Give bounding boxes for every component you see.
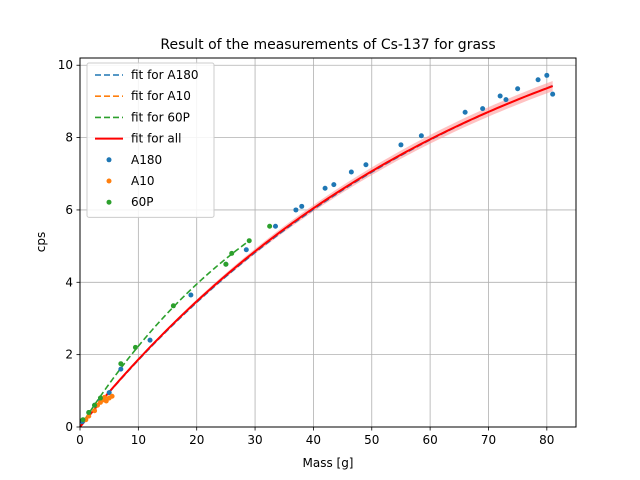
x-tick-label: 10 bbox=[131, 433, 146, 447]
legend-box bbox=[86, 62, 215, 218]
point-a180 bbox=[480, 106, 486, 112]
point-a180 bbox=[299, 203, 305, 209]
point-a180 bbox=[188, 292, 194, 298]
y-tick-label: 8 bbox=[65, 131, 73, 145]
legend-label: A180 bbox=[131, 153, 162, 167]
point-a180 bbox=[550, 91, 556, 97]
y-tick-label: 0 bbox=[65, 420, 73, 434]
legend: fit for A180 fit for A10 fit for 60P fit fo… bbox=[86, 62, 215, 218]
y-tick-label: 4 bbox=[65, 275, 73, 289]
point-a10 bbox=[109, 393, 115, 399]
point-a180 bbox=[544, 72, 550, 78]
point-a10 bbox=[86, 413, 92, 419]
y-tick-label: 2 bbox=[65, 348, 73, 362]
x-tick-label: 60 bbox=[422, 433, 437, 447]
point-a180 bbox=[147, 337, 153, 343]
point-60p bbox=[223, 261, 229, 267]
chart-title: Result of the measurements of Cs-137 for… bbox=[160, 37, 495, 53]
axis-ticks: 0 10 20 30 40 50 60 70 80 0 2 4 6 8 10 bbox=[58, 58, 555, 447]
point-a180 bbox=[398, 142, 404, 148]
point-a180 bbox=[331, 182, 337, 188]
point-a180 bbox=[363, 162, 369, 168]
fit-line-2 bbox=[79, 240, 250, 428]
point-a180 bbox=[497, 93, 503, 99]
point-a180 bbox=[348, 169, 354, 175]
point-60p bbox=[229, 250, 235, 256]
x-tick-label: 50 bbox=[364, 433, 379, 447]
point-a180 bbox=[462, 109, 468, 115]
point-a180 bbox=[118, 366, 124, 372]
x-tick-label: 40 bbox=[306, 433, 321, 447]
point-60p bbox=[170, 303, 176, 309]
point-a180 bbox=[272, 223, 278, 229]
point-a180 bbox=[503, 97, 509, 103]
point-60p bbox=[132, 344, 138, 350]
point-60p bbox=[246, 238, 252, 244]
fit-line-3 bbox=[79, 85, 554, 428]
data-points bbox=[79, 72, 556, 425]
legend-label: fit for all bbox=[131, 132, 181, 146]
y-tick-label: 6 bbox=[65, 203, 73, 217]
point-a180 bbox=[293, 207, 299, 213]
point-a180 bbox=[322, 185, 328, 191]
point-60p bbox=[80, 417, 86, 423]
point-60p bbox=[86, 410, 92, 416]
x-tick-label: 70 bbox=[481, 433, 496, 447]
point-60p bbox=[118, 361, 124, 367]
legend-swatch bbox=[106, 178, 112, 184]
point-60p bbox=[97, 395, 103, 401]
x-tick-label: 80 bbox=[539, 433, 554, 447]
x-tick-label: 20 bbox=[189, 433, 204, 447]
legend-label: 60P bbox=[131, 195, 154, 209]
y-axis-label: cps bbox=[34, 232, 48, 252]
grid bbox=[79, 58, 576, 428]
legend-swatch bbox=[106, 199, 112, 205]
point-a180 bbox=[535, 77, 541, 83]
point-a180 bbox=[106, 390, 112, 396]
plot-frame bbox=[79, 57, 577, 428]
y-tick-label: 10 bbox=[58, 58, 73, 72]
legend-label: fit for A180 bbox=[131, 68, 199, 82]
legend-label: A10 bbox=[131, 174, 154, 188]
legend-label: fit for 60P bbox=[131, 110, 190, 124]
point-a180 bbox=[418, 133, 424, 139]
point-60p bbox=[267, 223, 273, 229]
point-60p bbox=[92, 402, 98, 408]
x-axis-label: Mass [g] bbox=[302, 456, 353, 470]
point-a180 bbox=[515, 86, 521, 92]
legend-swatch bbox=[106, 157, 112, 163]
x-tick-label: 0 bbox=[76, 433, 84, 447]
legend-label: fit for A10 bbox=[131, 89, 191, 103]
point-a10 bbox=[102, 394, 108, 400]
point-a10 bbox=[92, 408, 98, 414]
x-tick-label: 30 bbox=[247, 433, 262, 447]
point-a180 bbox=[243, 247, 249, 253]
